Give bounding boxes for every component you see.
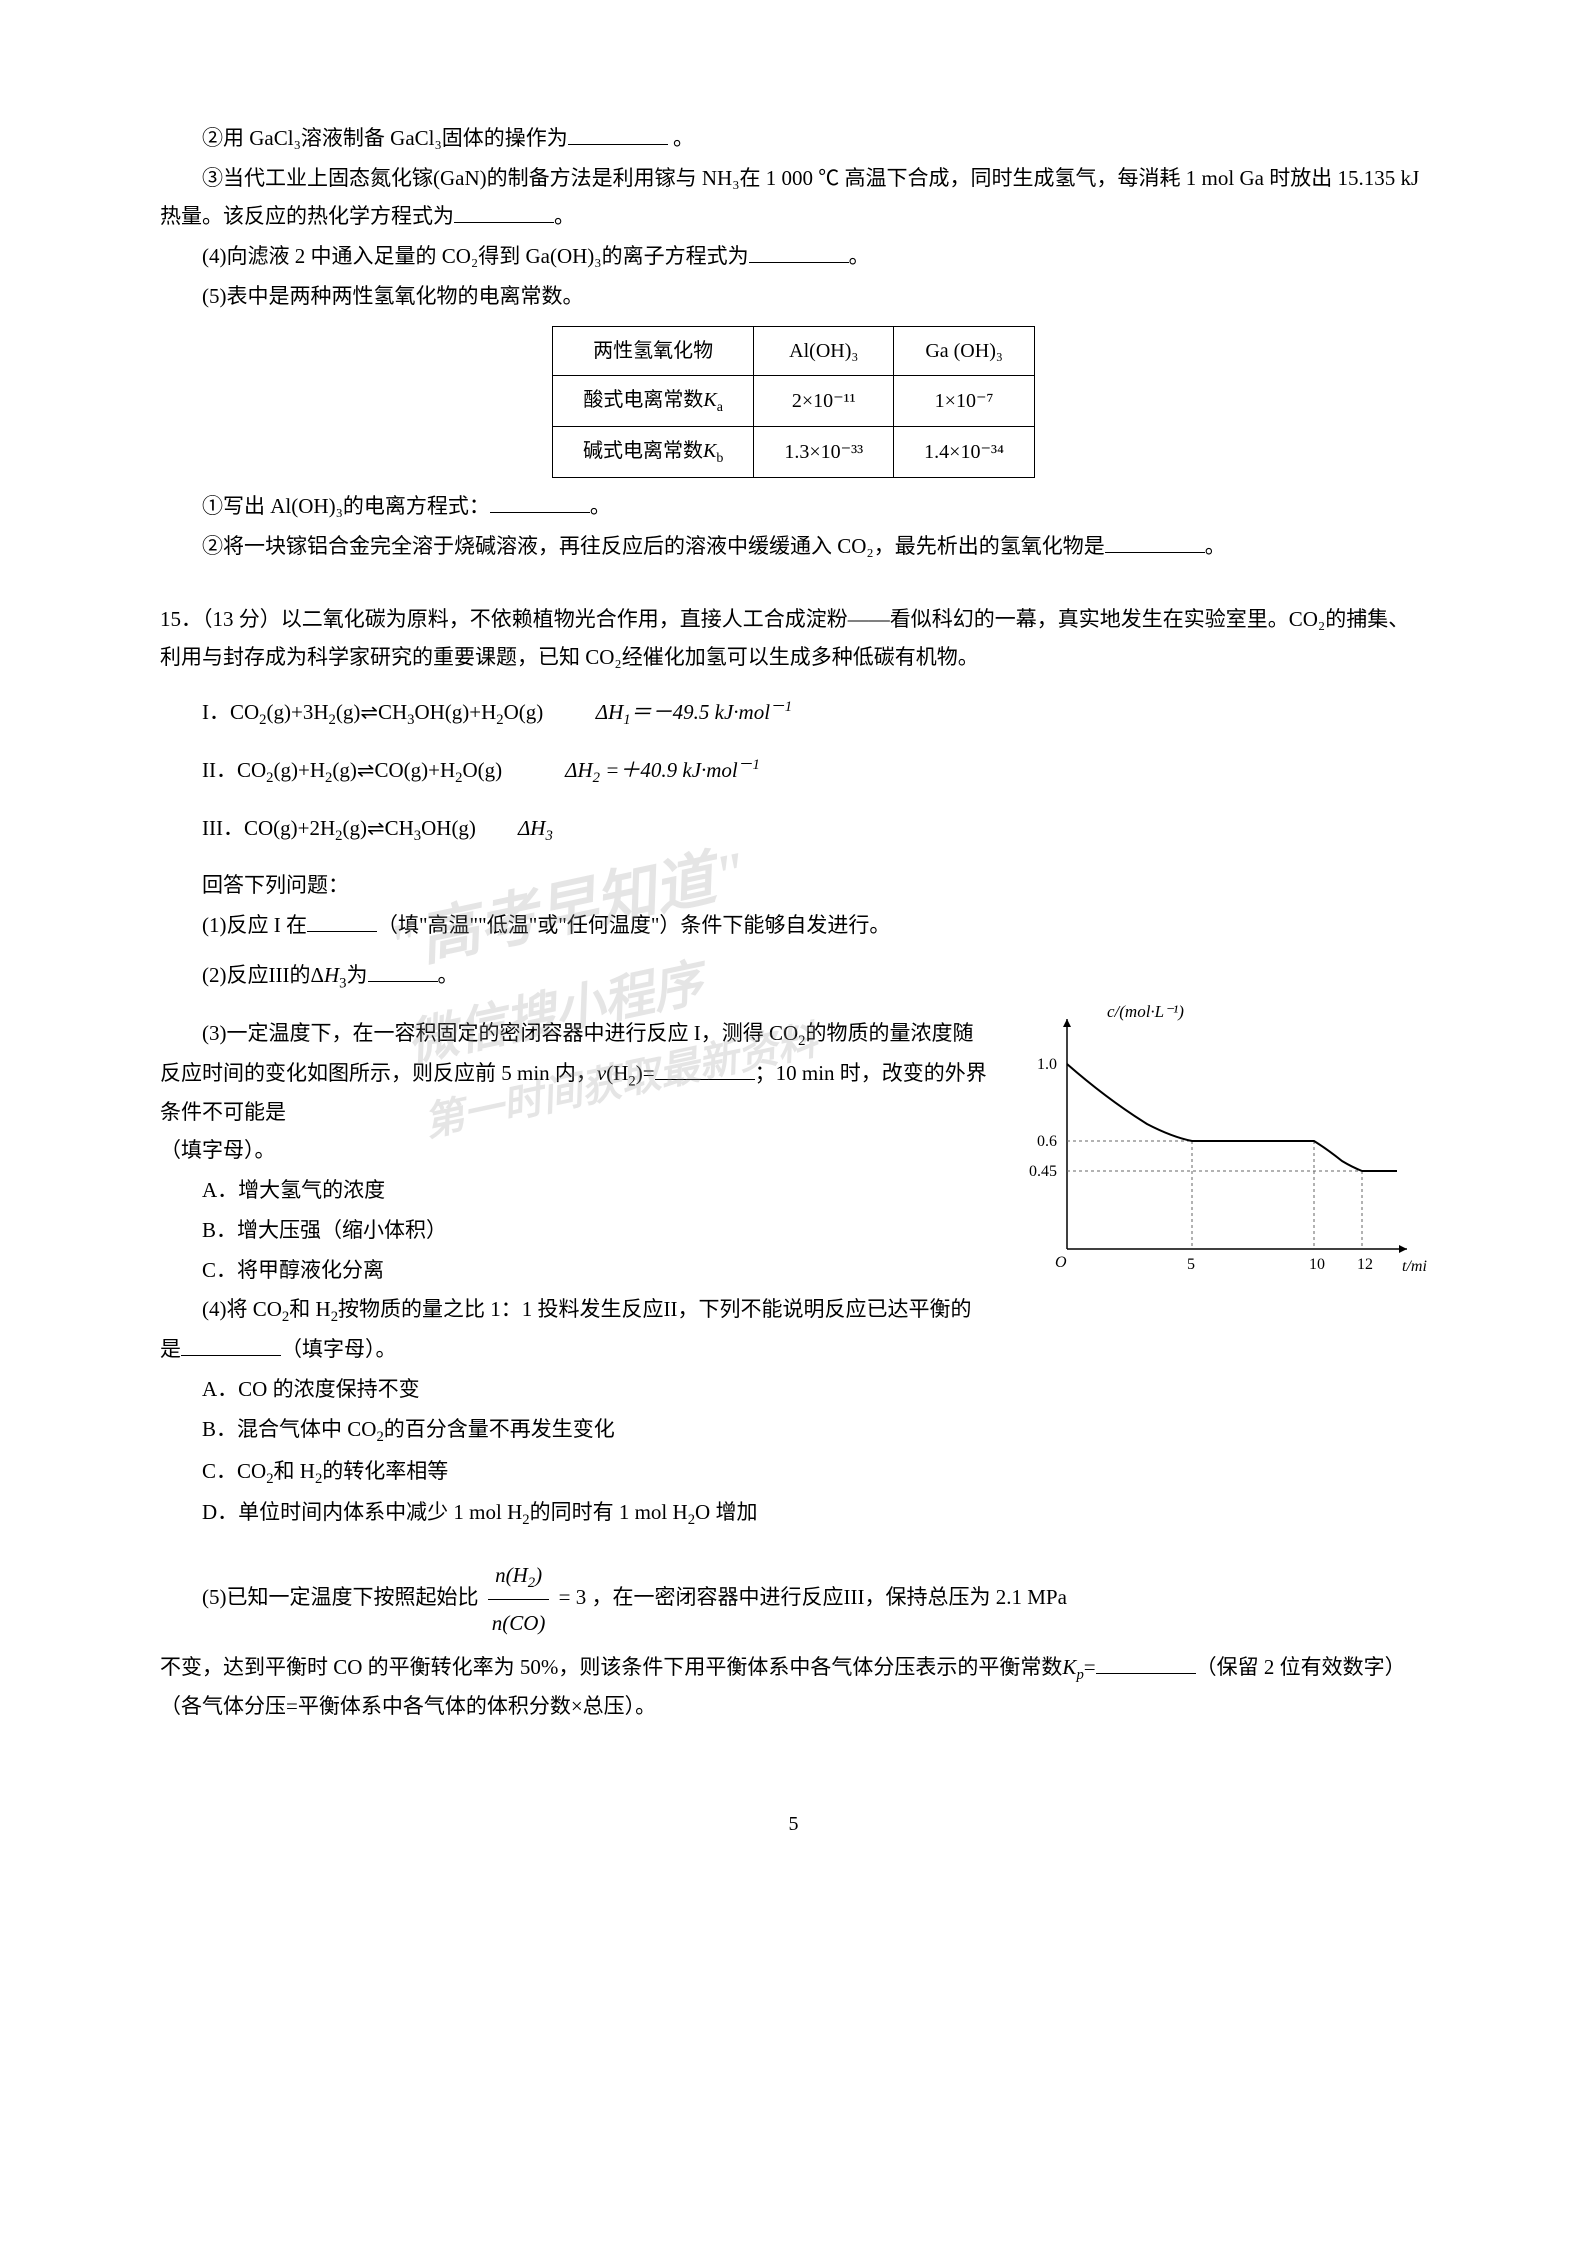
concentration-chart: c/(mol·L⁻¹) 1.0 0.6 0.45 5 10 12 O t/min xyxy=(1007,999,1427,1302)
blank xyxy=(181,1331,281,1356)
blank xyxy=(368,957,438,982)
sub-1: (1)反应 I 在 （填"高温""低温"或"任何温度"）条件下能够自发进行。 xyxy=(160,907,1427,945)
arrow-icon xyxy=(1063,1019,1071,1027)
text: ②将一块镓铝合金完全溶于烧碱溶液，再往反应后的溶液中缓缓通入 CO₂，最先析出的… xyxy=(202,534,1105,558)
denominator: n(CO) xyxy=(488,1600,550,1646)
eq-left: III．CO(g)+2H2(g)⇌CH3OH(g) xyxy=(202,816,476,840)
eq-right: ΔH3 xyxy=(518,816,553,840)
table-row: 两性氢氧化物 Al(OH)₃ Ga (OH)₃ xyxy=(553,326,1035,375)
ionization-table: 两性氢氧化物 Al(OH)₃ Ga (OH)₃ 酸式电离常数Ka 2×10⁻¹¹… xyxy=(552,326,1035,478)
chart-svg: c/(mol·L⁻¹) 1.0 0.6 0.45 5 10 12 O t/min xyxy=(1007,999,1427,1289)
equation-1: I．CO2(g)+3H2(g)⇌CH3OH(g)+H2O(g) ΔH1＝－49.… xyxy=(160,694,1427,734)
option-d: D．单位时间内体系中减少 1 mol H2的同时有 1 mol H2O 增加 xyxy=(202,1494,1427,1534)
sub-2: (2)反应III的ΔH3为。 xyxy=(160,957,1427,997)
equation-3: III．CO(g)+2H2(g)⇌CH3OH(g) ΔH3 xyxy=(160,810,1427,850)
text: (5)表中是两种两性氢氧化物的电离常数。 xyxy=(202,284,584,308)
y-axis-label: c/(mol·L⁻¹) xyxy=(1107,1002,1184,1021)
arrow-icon xyxy=(1399,1245,1407,1253)
answer-lead: 回答下列问题： xyxy=(160,867,1427,905)
xtick: 10 xyxy=(1309,1256,1325,1273)
eq-left: II．CO2(g)+H2(g)⇌CO(g)+H2O(g) xyxy=(202,758,502,782)
para-7: ②将一块镓铝合金完全溶于烧碱溶液，再往反应后的溶液中缓缓通入 CO₂，最先析出的… xyxy=(160,528,1427,566)
sub-5-cont: 不变，达到平衡时 CO 的平衡转化率为 50%，则该条件下用平衡体系中各气体分压… xyxy=(160,1649,1427,1727)
text: 。 xyxy=(673,126,694,150)
q15-stem: 15．（13 分）以二氧化碳为原料，不依赖植物光合作用，直接人工合成淀粉——看似… xyxy=(160,601,1427,677)
text: (4)向滤液 2 中通入足量的 CO₂得到 Ga(OH)₃的离子方程式为 xyxy=(202,244,749,268)
para-5: (5)表中是两种两性氢氧化物的电离常数。 xyxy=(160,278,1427,316)
option-b: B．混合气体中 CO2的百分含量不再发生变化 xyxy=(202,1411,1427,1451)
para-4: (4)向滤液 2 中通入足量的 CO₂得到 Ga(OH)₃的离子方程式为 。 xyxy=(160,238,1427,276)
blank xyxy=(749,238,849,263)
text: 。 xyxy=(849,244,870,268)
numerator: n(H2) xyxy=(488,1552,550,1601)
cell: Al(OH)₃ xyxy=(754,326,894,375)
option-a: A．CO 的浓度保持不变 xyxy=(202,1371,1427,1409)
text: (1)反应 I 在 xyxy=(202,913,307,937)
blank xyxy=(1105,528,1205,553)
text: ③当代工业上固态氮化镓(GaN)的制备方法是利用镓与 NH₃在 1 000 ℃ … xyxy=(160,166,1419,228)
text: 15．（13 分）以二氧化碳为原料，不依赖植物光合作用，直接人工合成淀粉——看似… xyxy=(160,607,1409,669)
text: ①写出 Al(OH)₃的电离方程式： xyxy=(202,494,490,518)
page-number: 5 xyxy=(160,1806,1427,1842)
blank xyxy=(568,120,668,145)
sub-4: (4)将 CO2和 H2按物质的量之比 1：1 投料发生反应II，下列不能说明反… xyxy=(160,1291,1427,1369)
blank xyxy=(307,907,377,932)
origin: O xyxy=(1055,1254,1067,1271)
table-row: 酸式电离常数Ka 2×10⁻¹¹ 1×10⁻⁷ xyxy=(553,375,1035,426)
option-c: C．CO2和 H2的转化率相等 xyxy=(202,1453,1427,1493)
cell: 两性氢氧化物 xyxy=(553,326,754,375)
para-6: ①写出 Al(OH)₃的电离方程式： 。 xyxy=(160,488,1427,526)
eq-right: ΔH2 =＋40.9 kJ·mol－1 xyxy=(565,758,760,782)
blank xyxy=(1096,1649,1196,1674)
para-3: ③当代工业上固态氮化镓(GaN)的制备方法是利用镓与 NH₃在 1 000 ℃ … xyxy=(160,160,1427,236)
cell: 1.3×10⁻³³ xyxy=(754,426,894,477)
cell: 碱式电离常数Kb xyxy=(553,426,754,477)
eq-left: I．CO2(g)+3H2(g)⇌CH3OH(g)+H2O(g) xyxy=(202,700,543,724)
ytick: 0.45 xyxy=(1029,1163,1057,1180)
xtick: 5 xyxy=(1187,1256,1195,1273)
blank xyxy=(655,1055,755,1080)
cell: 酸式电离常数Ka xyxy=(553,375,754,426)
eq-right: ΔH1＝－49.5 kJ·mol－1 xyxy=(596,700,792,724)
x-axis-label: t/min xyxy=(1402,1258,1427,1275)
curve xyxy=(1067,1064,1397,1171)
blank xyxy=(490,488,590,513)
para-2: ②用 GaCl₃溶液制备 GaCl₃固体的操作为 。 xyxy=(160,120,1427,158)
question-15: 15．（13 分）以二氧化碳为原料，不依赖植物光合作用，直接人工合成淀粉——看似… xyxy=(160,601,1427,1726)
fraction: n(H2) n(CO) xyxy=(488,1552,550,1647)
sub-5: (5)已知一定温度下按照起始比 n(H2) n(CO) = 3 ，在一密闭容器中… xyxy=(160,1552,1427,1647)
text: （填"高温""低温"或"任何温度"）条件下能够自发进行。 xyxy=(377,913,890,937)
cell: 1×10⁻⁷ xyxy=(894,375,1035,426)
text: ②用 GaCl₃溶液制备 GaCl₃固体的操作为 xyxy=(202,126,568,150)
text: 回答下列问题： xyxy=(202,873,349,897)
text: 。 xyxy=(1205,534,1226,558)
text: 。 xyxy=(590,494,611,518)
page-content: ②用 GaCl₃溶液制备 GaCl₃固体的操作为 。 ③当代工业上固态氮化镓(G… xyxy=(160,120,1427,1842)
ytick: 0.6 xyxy=(1037,1133,1057,1150)
options-4: A．CO 的浓度保持不变 B．混合气体中 CO2的百分含量不再发生变化 C．CO… xyxy=(160,1371,1427,1534)
blank xyxy=(454,198,554,223)
xtick: 12 xyxy=(1357,1256,1373,1273)
cell: Ga (OH)₃ xyxy=(894,326,1035,375)
text: 。 xyxy=(438,963,459,987)
cell: 1.4×10⁻³⁴ xyxy=(894,426,1035,477)
equation-2: II．CO2(g)+H2(g)⇌CO(g)+H2O(g) ΔH2 =＋40.9 … xyxy=(160,752,1427,792)
text: 。 xyxy=(554,204,575,228)
table-row: 碱式电离常数Kb 1.3×10⁻³³ 1.4×10⁻³⁴ xyxy=(553,426,1035,477)
cell: 2×10⁻¹¹ xyxy=(754,375,894,426)
ytick: 1.0 xyxy=(1037,1056,1057,1073)
